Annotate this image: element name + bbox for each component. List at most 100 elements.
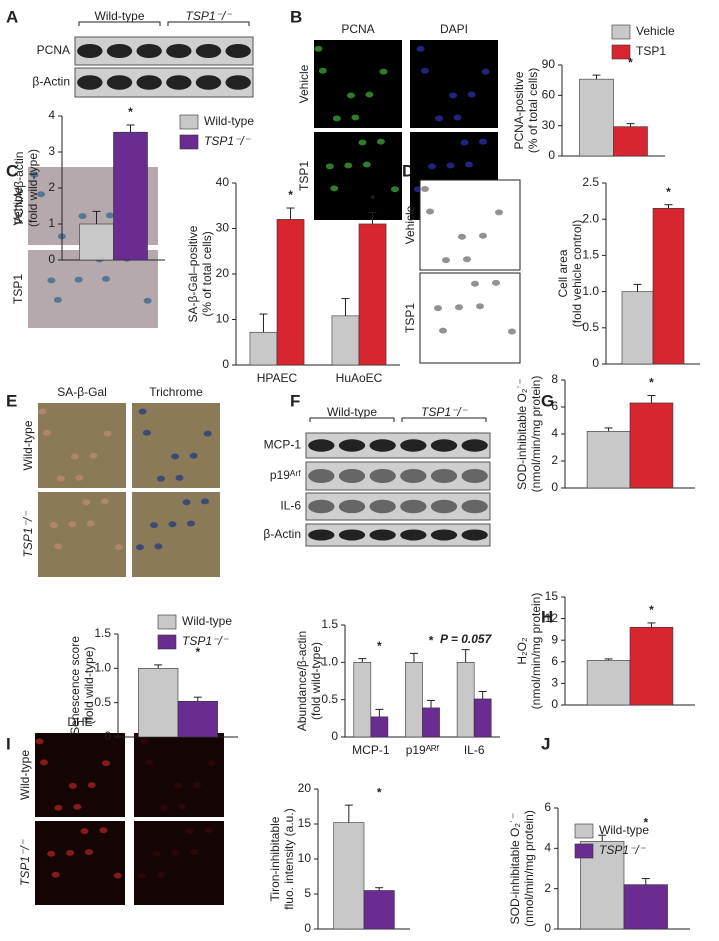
cell — [434, 305, 442, 312]
blot-band — [369, 469, 396, 483]
bar — [370, 716, 389, 738]
y-tick-label: 2 — [48, 180, 55, 194]
legend-label: TSP1 — [636, 44, 666, 58]
blot-row-label: β-Actin — [263, 527, 301, 541]
y-tick-label: 90 — [542, 57, 556, 71]
y-tick-label: 6 — [551, 654, 558, 668]
y-tick-label: 2.5 — [582, 175, 599, 189]
blot-row-label: MCP-1 — [264, 438, 302, 452]
cell — [318, 67, 327, 74]
y-tick-label: 0 — [304, 921, 311, 935]
annotation: * — [377, 785, 382, 799]
y-tick-label: 2 — [544, 881, 551, 895]
y-tick-label: 0 — [331, 729, 338, 743]
blot-band — [195, 75, 222, 90]
panel-label: H — [541, 607, 553, 626]
column-label: DAPI — [440, 22, 468, 36]
x-tick-label: IL-6 — [464, 743, 485, 757]
blot-row-label: p19ᴬʳᶠ — [270, 468, 301, 482]
micrograph — [314, 40, 402, 128]
panel-label: A — [6, 7, 18, 26]
y-tick-label: 15 — [545, 589, 559, 603]
y-axis-label: (nmol/min/mg protein) — [529, 376, 543, 493]
panel-label: F — [290, 391, 300, 410]
blot-band — [338, 529, 366, 541]
y-tick-label: 0 — [222, 357, 229, 371]
legend-label: Wild-type — [182, 614, 232, 628]
micrograph — [134, 733, 224, 817]
y-tick-label: 1.0 — [321, 655, 338, 669]
cell — [175, 474, 184, 481]
bar — [177, 700, 218, 738]
bar — [629, 402, 674, 489]
row-label: TSP1 — [11, 274, 25, 304]
cell — [102, 760, 111, 767]
y-tick-label: 5 — [304, 886, 311, 900]
y-tick-label: 60 — [542, 88, 556, 102]
y-axis-label: (nmol/min/mg protein) — [529, 593, 543, 710]
y-axis-label: Tiron-inhibitable — [268, 816, 282, 901]
annotation: * — [649, 603, 654, 617]
error-bar — [409, 652, 418, 663]
cell — [35, 738, 44, 745]
blot-strip — [305, 461, 491, 491]
blot-band — [369, 439, 396, 452]
panel-label: J — [541, 734, 550, 753]
legend-swatch — [611, 44, 631, 60]
y-tick-label: 1.0 — [94, 661, 111, 675]
bar — [586, 660, 631, 706]
blot-group-label: Wild-type — [94, 9, 144, 23]
row-label: Wild-type — [21, 420, 35, 470]
y-tick-label: 30 — [216, 221, 230, 235]
panel-label: I — [6, 734, 11, 753]
cell — [75, 474, 84, 481]
cell — [207, 760, 216, 767]
y-tick-label: 9 — [551, 632, 558, 646]
y-axis-label: SA-β-Gal–positive — [186, 225, 200, 322]
error-bar — [375, 887, 384, 891]
blot-band — [369, 499, 396, 514]
legend-swatch — [179, 114, 199, 130]
cell — [314, 45, 323, 52]
error-bar — [592, 74, 601, 80]
cell — [458, 233, 466, 240]
blot-strip — [305, 432, 491, 459]
blot-band — [430, 439, 458, 452]
cell — [435, 115, 444, 122]
cell — [460, 139, 469, 146]
annotation: * — [377, 639, 382, 653]
y-axis-label: (% of total cells) — [200, 231, 214, 316]
cell — [365, 91, 374, 98]
cell — [351, 114, 360, 121]
y-tick-label: 15 — [298, 816, 312, 830]
cell — [51, 871, 60, 878]
cell — [68, 521, 77, 528]
cell — [426, 208, 434, 215]
error-bar — [427, 699, 436, 708]
cell — [142, 429, 151, 436]
micrograph — [134, 821, 224, 905]
y-tick-label: 0 — [548, 148, 555, 162]
blot-band — [461, 469, 488, 483]
blot-strip — [305, 492, 491, 521]
blot-strip — [74, 67, 254, 98]
blot-band — [338, 439, 366, 452]
cell — [442, 257, 450, 264]
micrograph — [410, 40, 498, 128]
x-tick-label: MCP-1 — [352, 743, 390, 757]
blot-band — [106, 75, 133, 90]
micrograph — [38, 492, 126, 577]
error-bar — [126, 124, 135, 133]
y-tick-label: 0.5 — [582, 320, 599, 334]
cell — [73, 803, 82, 810]
panel-label: G — [541, 391, 554, 410]
error-bar — [647, 622, 656, 628]
y-axis-label: H₂O₂ — [515, 637, 529, 665]
y-tick-label: 2 — [551, 453, 558, 467]
annotation: * — [195, 645, 200, 659]
y-axis-label: fluo. intensity (a.u.) — [282, 808, 296, 909]
bar — [579, 78, 614, 157]
blot-band — [338, 499, 366, 514]
y-axis-label: SOD-inhibitable O₂˙⁻ — [515, 378, 529, 490]
